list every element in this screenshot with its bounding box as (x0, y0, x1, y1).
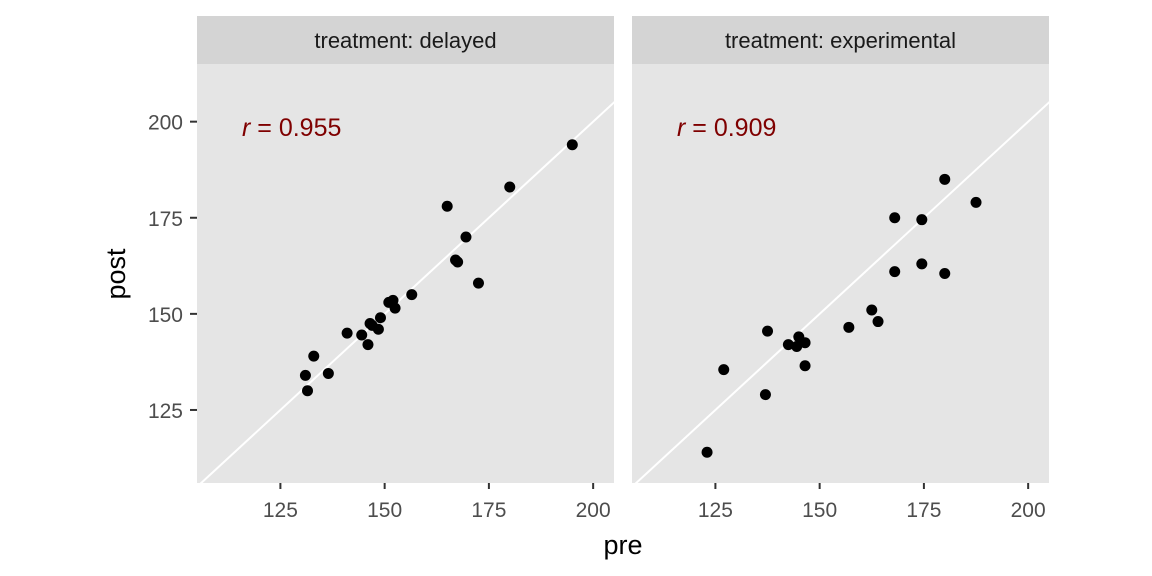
x-tick-label: 150 (802, 499, 837, 522)
correlation-annotation: r = 0.909 (677, 114, 776, 142)
data-point (791, 341, 803, 353)
data-point (389, 302, 401, 314)
data-point (441, 200, 453, 212)
panel-1: treatment: delayed r = 0.955 (197, 16, 614, 483)
data-point (308, 350, 320, 362)
correlation-symbol: r (677, 114, 687, 142)
data-point (374, 312, 386, 324)
data-point (762, 325, 774, 337)
y-tick-label: 125 (148, 400, 183, 423)
data-point (939, 268, 951, 279)
data-point (362, 339, 374, 351)
x-tick-label: 175 (471, 499, 506, 522)
data-point (504, 181, 516, 193)
x-tick-label: 150 (367, 499, 402, 522)
x-tick-label: 125 (263, 499, 298, 522)
data-point (406, 289, 418, 301)
y-tick-label: 200 (148, 112, 183, 135)
x-tick-label: 200 (1011, 499, 1046, 522)
correlation-annotation: r = 0.955 (242, 114, 341, 142)
data-point (916, 258, 928, 270)
data-point (799, 337, 811, 349)
data-point (322, 367, 334, 379)
data-point (799, 360, 811, 372)
x-tick-label: 200 (576, 499, 611, 522)
data-point (472, 277, 484, 289)
panel-2: treatment: experimental r = 0.909 (632, 16, 1049, 483)
plot-background (197, 64, 614, 483)
strip-label: treatment: delayed (314, 28, 496, 53)
identity-line (199, 101, 614, 483)
correlation-symbol: r (242, 114, 252, 142)
plot-background (632, 64, 1049, 483)
data-point (718, 364, 730, 376)
data-point (843, 321, 855, 333)
data-point (701, 446, 713, 458)
data-point (916, 214, 928, 226)
data-point (299, 369, 311, 381)
data-point (872, 316, 884, 328)
y-tick-label: 175 (148, 208, 183, 231)
data-point (970, 196, 982, 208)
data-point (302, 385, 314, 397)
data-point (889, 212, 901, 224)
data-point (356, 329, 368, 341)
data-point (460, 231, 472, 243)
axes-layer: 125 150 175 200 125 150 175 200 125 150 175 200 (148, 112, 1046, 522)
y-tick-label: 150 (148, 304, 183, 327)
data-point (341, 327, 353, 339)
data-point (889, 266, 901, 278)
data-point (452, 256, 464, 268)
strip-label: treatment: experimental (725, 28, 956, 53)
strip-background (632, 16, 1049, 64)
x-tick-label: 175 (906, 499, 941, 522)
data-point (782, 339, 794, 351)
x-axis-title: pre (603, 530, 642, 560)
correlation-value: = 0.955 (250, 114, 341, 142)
data-point (372, 323, 384, 335)
data-point (939, 173, 951, 185)
x-tick-label: 125 (698, 499, 733, 522)
correlation-value: = 0.909 (685, 114, 776, 142)
data-point (866, 304, 878, 316)
panels-layer: treatment: delayed r = 0.955 treatment: ex… (197, 16, 1049, 483)
data-point (566, 139, 578, 151)
y-axis-title: post (101, 248, 131, 300)
data-point (759, 389, 771, 401)
strip-background (197, 16, 614, 64)
identity-line (634, 101, 1049, 483)
